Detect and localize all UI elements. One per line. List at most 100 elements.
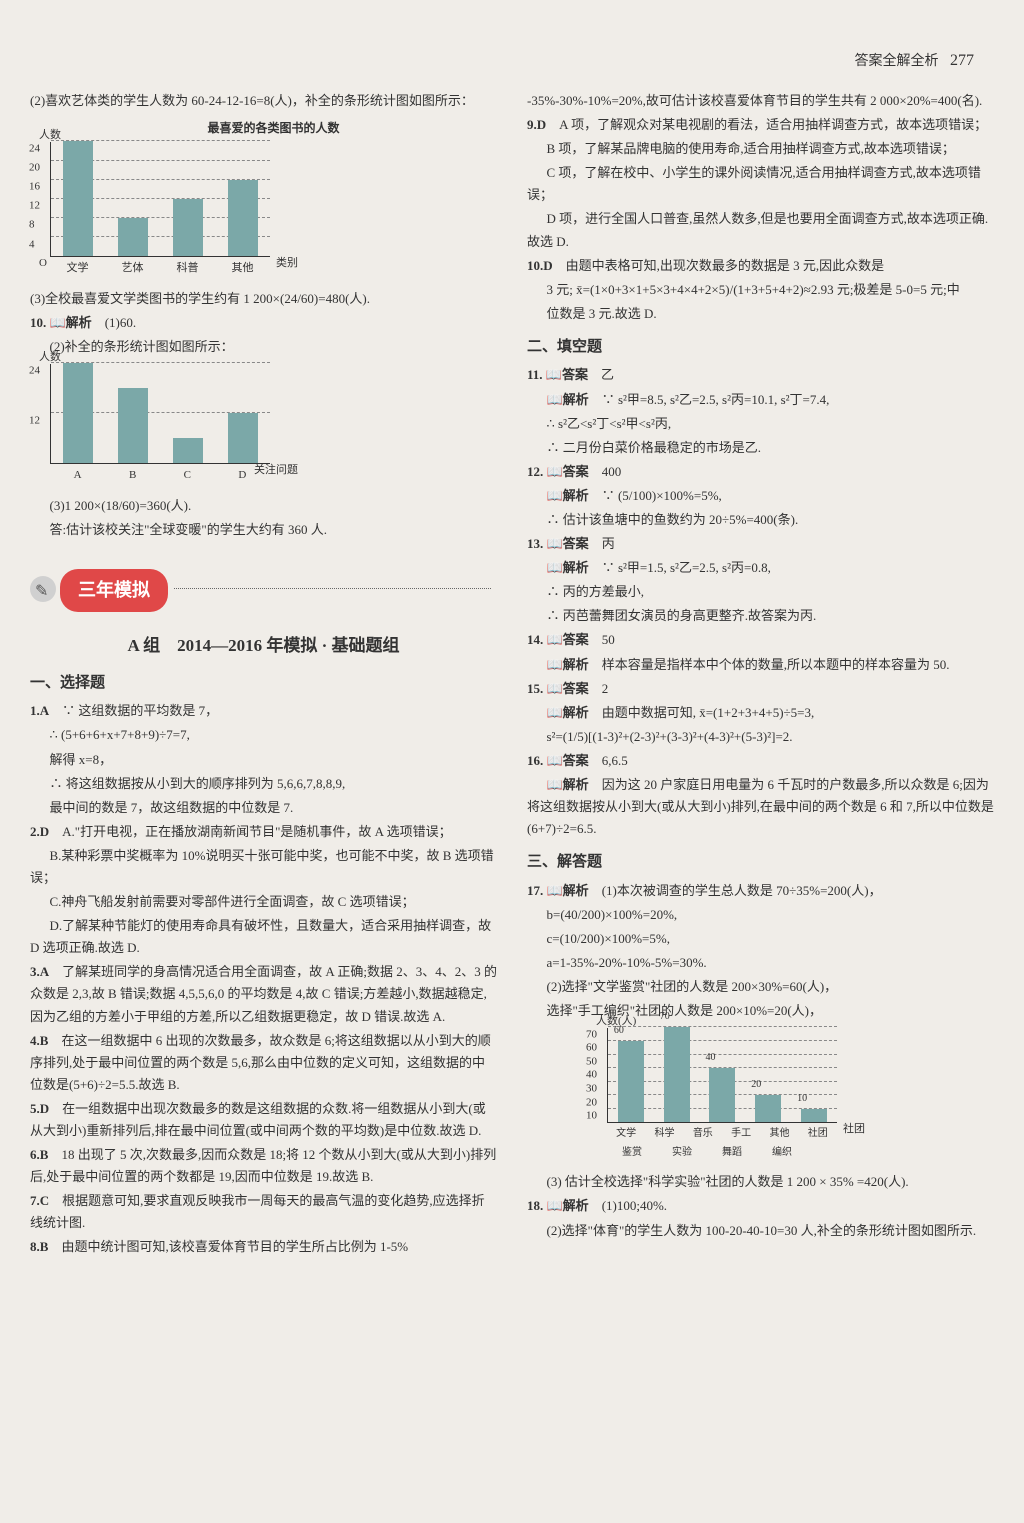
chart-2: 人数关注问题1224 <box>50 364 270 464</box>
x-axis-label: 社团 <box>843 1120 865 1139</box>
x-label: 编织 <box>772 1144 792 1161</box>
q-text: 18 出现了 5 次,次数最多,因而众数是 18;将 12 个数从小到大(或从大… <box>30 1147 496 1184</box>
q-num: 3.A <box>30 964 49 979</box>
dotline <box>174 588 491 589</box>
q-text: (1)本次被调查的学生总人数是 70÷35%=200(人)， <box>602 883 882 898</box>
x-label: D <box>238 466 246 485</box>
chart-1-wrap: 最喜爱的各类图书的人数 人数类别O4812162024 文学艺体科普其他 <box>50 118 497 278</box>
q-text: 了解某班同学的身高情况适合用全面调查，故 A 正确;数据 2、3、4、2、3 的… <box>30 964 497 1023</box>
x-axis-label: 社团 <box>808 1125 828 1142</box>
x-label: 音乐 <box>693 1125 713 1142</box>
y-tick: 70 <box>586 1025 597 1044</box>
q-text: 解得 x=8， <box>30 749 497 771</box>
bar-value: 20 <box>751 1076 761 1093</box>
q-text: ∴ 丙的方差最小, <box>527 581 994 603</box>
q-text: 由题中表格可知,出现次数最多的数据是 3 元,因此众数是 <box>566 258 885 273</box>
bar <box>173 438 203 463</box>
q-text: 由题中数据可知, x̄=(1+2+3+4+5)÷5=3, <box>602 705 815 720</box>
q-text: 在一组数据中出现次数最多的数是这组数据的众数.将一组数据从小到大(或从大到小)重… <box>30 1101 486 1138</box>
x-label: 实验 <box>672 1144 692 1161</box>
ex-label: 📖解析 <box>547 705 589 720</box>
q-text: C 项，了解在校中、小学生的课外阅读情况,适合用抽样调查方式,故本选项错误； <box>527 162 994 206</box>
chart3-xlabels: 文学科学音乐手工其他社团 <box>607 1125 837 1142</box>
q-num: 6.B <box>30 1147 48 1162</box>
left-column: (2)喜欢艺体类的学生人数为 60-24-12-16=8(人)，补全的条形统计图… <box>30 90 497 1261</box>
q18-label: 18. 📖解析 <box>527 1198 589 1213</box>
q-text: ∵ s²甲=1.5, s²乙=2.5, s²丙=0.8, <box>602 560 771 575</box>
bar <box>63 141 93 256</box>
section-2-heading: 二、填空题 <box>527 335 994 361</box>
q-num: 10.D <box>527 258 553 273</box>
bar-value: 40 <box>705 1049 715 1066</box>
x-label: 手工 <box>731 1125 751 1142</box>
ex-label: 📖解析 <box>547 392 589 407</box>
q-text: 因为这 20 户家庭日用电量为 6 千瓦时的户数最多,所以众数是 6;因为将这组… <box>527 777 994 836</box>
bar <box>118 218 148 256</box>
section-pill: 三年模拟 <box>60 569 168 612</box>
q-text: 最中间的数是 7，故这组数据的中位数是 7. <box>30 797 497 819</box>
ans: 400 <box>602 464 622 479</box>
q-text: ∴ s²乙<s²丁<s²甲<s²丙, <box>527 413 994 435</box>
ex-label: 📖解析 <box>547 560 589 575</box>
q-text: B.某种彩票中奖概率为 10%说明买十张可能中奖，也可能不中奖，故 B 选项错误… <box>30 845 497 889</box>
q-text: B 项，了解某品牌电脑的使用寿命,适合用抽样调查方式,故本选项错误； <box>527 138 994 160</box>
bar-value: 70 <box>660 1008 670 1025</box>
q-num: 5.D <box>30 1101 49 1116</box>
pencil-icon <box>30 576 56 602</box>
x-label: 科普 <box>177 259 199 278</box>
x-label: B <box>129 466 136 485</box>
ans: 50 <box>602 632 615 647</box>
q-text: 根据题意可知,要求直观反映我市一周每天的最高气温的变化趋势,应选择折线统计图. <box>30 1193 485 1230</box>
chart1-title: 最喜爱的各类图书的人数 <box>50 118 497 138</box>
q10-ans: 答:估计该校关注"全球变暖"的学生大约有 360 人. <box>30 519 497 541</box>
q-text: -35%-30%-10%=20%,故可估计该校喜爱体育节目的学生共有 2 000… <box>527 90 994 112</box>
q-text: ∵ s²甲=8.5, s²乙=2.5, s²丙=10.1, s²丁=7.4, <box>602 392 830 407</box>
chart-3: 人数(人)社团102030405060706070402010 <box>607 1028 837 1123</box>
q-num: 1.A <box>30 703 49 718</box>
section-1-heading: 一、选择题 <box>30 671 497 697</box>
bar: 10 <box>801 1109 827 1123</box>
bar-value: 60 <box>614 1022 624 1039</box>
q-text: (3) 估计全校选择"科学实验"社团的人数是 1 200 × 35% =420(… <box>527 1171 994 1193</box>
q-text: ∴ 估计该鱼塘中的鱼数约为 20÷5%=400(条). <box>527 509 994 531</box>
q10-2: (2)补全的条形统计图如图所示： <box>30 336 497 358</box>
q-text: (3)全校最喜爱文学类图书的学生约有 1 200×(24/60)=480(人). <box>30 288 497 310</box>
q10-1: (1)60. <box>105 315 136 330</box>
y-tick: 20 <box>29 158 40 177</box>
q-text: (2)喜欢艺体类的学生人数为 60-24-12-16=8(人)，补全的条形统计图… <box>30 90 497 112</box>
page-header: 答案全解全析 277 <box>30 50 994 70</box>
x-label: 文学 <box>616 1125 636 1142</box>
x-label: 文学 <box>67 259 89 278</box>
x-axis-label: 类别 <box>276 254 298 273</box>
q-text: 样本容量是指样本中个体的数量,所以本题中的样本容量为 50. <box>602 657 950 672</box>
x-label: 艺体 <box>122 259 144 278</box>
q-text: ∵ (5/100)×100%=5%, <box>602 488 722 503</box>
chart3-xlabels2: 鉴赏实验舞蹈编织 <box>607 1144 837 1161</box>
bar <box>173 199 203 257</box>
bar: 60 <box>618 1041 644 1122</box>
right-column: -35%-30%-10%=20%,故可估计该校喜爱体育节目的学生共有 2 000… <box>527 90 994 1261</box>
x-label: C <box>184 466 191 485</box>
ans: 乙 <box>601 367 614 382</box>
ex-label: 📖解析 <box>547 657 589 672</box>
q-text: 由题中统计图可知,该校喜爱体育节目的学生所占比例为 1-5% <box>61 1239 408 1254</box>
ex-label: 📖解析 <box>547 777 589 792</box>
q-text: 位数是 3 元.故选 D. <box>527 303 994 325</box>
q-text: a=1-35%-20%-10%-5%=30%. <box>527 952 994 974</box>
bar <box>118 388 148 463</box>
section-3-heading: 三、解答题 <box>527 850 994 876</box>
chart-2-wrap: 人数关注问题1224 ABCD <box>50 364 497 485</box>
q-text: ∴ (5+6+6+x+7+8+9)÷7=7, <box>30 724 497 746</box>
q-num: 9.D <box>527 117 546 132</box>
ans: 6,6.5 <box>602 753 628 768</box>
q17-label: 17. 📖解析 <box>527 883 589 898</box>
q-num: 7.C <box>30 1193 49 1208</box>
chart2-xlabels: ABCD <box>50 466 270 485</box>
q-text: (1)100;40%. <box>602 1198 667 1213</box>
ans-label: 14. 📖答案 <box>527 632 589 647</box>
y-tick: 12 <box>29 197 40 216</box>
x-label: 其他 <box>769 1125 789 1142</box>
two-column-layout: (2)喜欢艺体类的学生人数为 60-24-12-16=8(人)，补全的条形统计图… <box>30 90 994 1261</box>
y-tick: 12 <box>29 411 40 430</box>
q-text: 在这一组数据中 6 出现的次数最多，故众数是 6;将这组数据以从小到大的顺序排列… <box>30 1033 491 1092</box>
